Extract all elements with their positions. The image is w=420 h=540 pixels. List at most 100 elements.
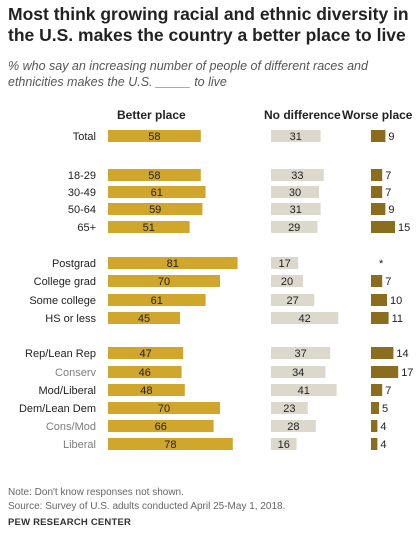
column-header-no-difference: No difference xyxy=(264,108,341,122)
value-worse-50-64: 9 xyxy=(388,204,394,216)
bar-worse-conserv xyxy=(371,366,399,378)
value-nodiff-liberal: 16 xyxy=(278,439,290,451)
bar-worse-30-49 xyxy=(371,186,383,198)
chart-title: Most think growing racial and ethnic div… xyxy=(8,4,409,45)
bar-worse-mod-liberal xyxy=(371,384,383,396)
bar-nodiff-dem-lean-dem xyxy=(271,402,308,414)
bar-nodiff-liberal xyxy=(271,438,297,450)
value-nodiff-dem-lean-dem: 23 xyxy=(283,403,295,415)
notes: Note: Don't know responses not shown. So… xyxy=(8,486,285,514)
value-nodiff-30-49: 30 xyxy=(289,187,301,199)
value-worse-rep-lean-rep: 14 xyxy=(396,348,408,360)
value-nodiff-total: 31 xyxy=(290,131,302,143)
chart-svg: Total 58 31 9 18-29 58 33 7 30-49 61 30 7 50-64 59 31 9… xyxy=(19,130,413,451)
value-nodiff-65-: 29 xyxy=(288,222,300,234)
value-better-college-grad: 70 xyxy=(158,276,170,288)
value-worse-cons-mod: 4 xyxy=(380,421,386,433)
row-label-college-grad: College grad xyxy=(34,276,96,288)
row-label-conserv: Conserv xyxy=(55,367,96,379)
bar-better-some-college xyxy=(108,294,206,306)
value-better-liberal: 78 xyxy=(164,439,176,451)
row-label-dem-lean-dem: Dem/Lean Dem xyxy=(19,403,96,415)
column-header-better: Better place xyxy=(117,108,186,122)
note-text: Note: Don't know responses not shown. xyxy=(8,487,184,498)
bar-nodiff-conserv xyxy=(271,366,326,378)
bar-nodiff-college-grad xyxy=(271,275,303,287)
chart-subtitle: % who say an increasing number of people… xyxy=(8,59,368,89)
value-worse-30-49: 7 xyxy=(385,187,391,199)
row-label-30-49: 30-49 xyxy=(68,187,96,199)
bar-better-dem-lean-dem xyxy=(108,402,220,414)
bar-worse-total xyxy=(371,130,386,142)
row-label-rep-lean-rep: Rep/Lean Rep xyxy=(25,348,96,360)
bar-nodiff-hs-or-less xyxy=(271,312,339,324)
bar-better-18-29 xyxy=(108,169,201,181)
bar-better-college-grad xyxy=(108,275,220,287)
value-better-rep-lean-rep: 47 xyxy=(139,348,151,360)
bar-worse-liberal xyxy=(371,438,378,450)
value-better-total: 58 xyxy=(148,131,160,143)
value-better-hs-or-less: 45 xyxy=(138,313,150,325)
bar-better-liberal xyxy=(108,438,233,450)
source-text: Source: Survey of U.S. adults conducted … xyxy=(8,501,286,512)
column-header-worse: Worse place xyxy=(342,108,413,122)
bar-nodiff-postgrad xyxy=(271,257,299,269)
bar-nodiff-mod-liberal xyxy=(271,384,337,396)
value-worse-65-: 15 xyxy=(398,222,410,234)
value-better-conserv: 46 xyxy=(139,367,151,379)
bar-worse-65- xyxy=(371,221,395,233)
bar-nodiff-18-29 xyxy=(271,169,324,181)
row-label-total: Total xyxy=(73,131,96,143)
row-label-postgrad: Postgrad xyxy=(52,258,96,270)
bar-better-65- xyxy=(108,221,190,233)
value-worse-college-grad: 7 xyxy=(385,276,391,288)
value-better-50-64: 59 xyxy=(149,204,161,216)
value-nodiff-postgrad: 17 xyxy=(278,258,290,270)
value-nodiff-rep-lean-rep: 37 xyxy=(294,348,306,360)
value-worse-hs-or-less: 11 xyxy=(392,313,403,325)
bar-nodiff-some-college xyxy=(271,294,315,306)
value-worse-mod-liberal: 7 xyxy=(385,385,391,397)
bar-better-30-49 xyxy=(108,186,206,198)
value-nodiff-cons-mod: 28 xyxy=(287,421,299,433)
value-nodiff-conserv: 34 xyxy=(292,367,304,379)
bar-better-conserv xyxy=(108,366,182,378)
bar-better-cons-mod xyxy=(108,420,214,432)
value-nodiff-hs-or-less: 42 xyxy=(298,313,310,325)
row-label-cons-mod: Cons/Mod xyxy=(46,421,96,433)
bar-worse-hs-or-less xyxy=(371,312,389,324)
bar-better-hs-or-less xyxy=(108,312,180,324)
bar-nodiff-30-49 xyxy=(271,186,319,198)
row-label-liberal: Liberal xyxy=(63,439,96,451)
value-nodiff-18-29: 33 xyxy=(291,170,303,182)
value-worse-liberal: 4 xyxy=(380,439,386,451)
bar-better-mod-liberal xyxy=(108,384,185,396)
row-label-65-: 65+ xyxy=(77,222,96,234)
value-worse-postgrad: * xyxy=(379,258,384,270)
value-worse-18-29: 7 xyxy=(385,170,391,182)
bar-worse-rep-lean-rep xyxy=(371,347,394,359)
brand-logo-text: PEW RESEARCH CENTER xyxy=(8,517,132,528)
bar-worse-50-64 xyxy=(371,203,386,215)
bar-nodiff-total xyxy=(271,130,321,142)
value-nodiff-some-college: 27 xyxy=(286,295,298,307)
value-nodiff-50-64: 31 xyxy=(290,204,302,216)
value-better-cons-mod: 66 xyxy=(155,421,167,433)
row-label-hs-or-less: HS or less xyxy=(45,313,96,325)
bar-nodiff-50-64 xyxy=(271,203,321,215)
value-worse-dem-lean-dem: 5 xyxy=(382,403,388,415)
bar-worse-cons-mod xyxy=(371,420,378,432)
bar-worse-18-29 xyxy=(371,169,383,181)
row-label-18-29: 18-29 xyxy=(68,170,96,182)
value-nodiff-mod-liberal: 41 xyxy=(298,385,310,397)
value-better-postgrad: 81 xyxy=(167,258,179,270)
value-better-mod-liberal: 48 xyxy=(140,385,152,397)
bar-nodiff-cons-mod xyxy=(271,420,316,432)
bar-worse-dem-lean-dem xyxy=(371,402,379,414)
value-nodiff-college-grad: 20 xyxy=(281,276,293,288)
bar-nodiff-65- xyxy=(271,221,318,233)
bar-better-rep-lean-rep xyxy=(108,347,184,359)
row-label-50-64: 50-64 xyxy=(68,204,96,216)
bar-worse-college-grad xyxy=(371,275,383,287)
value-better-65-: 51 xyxy=(143,222,155,234)
